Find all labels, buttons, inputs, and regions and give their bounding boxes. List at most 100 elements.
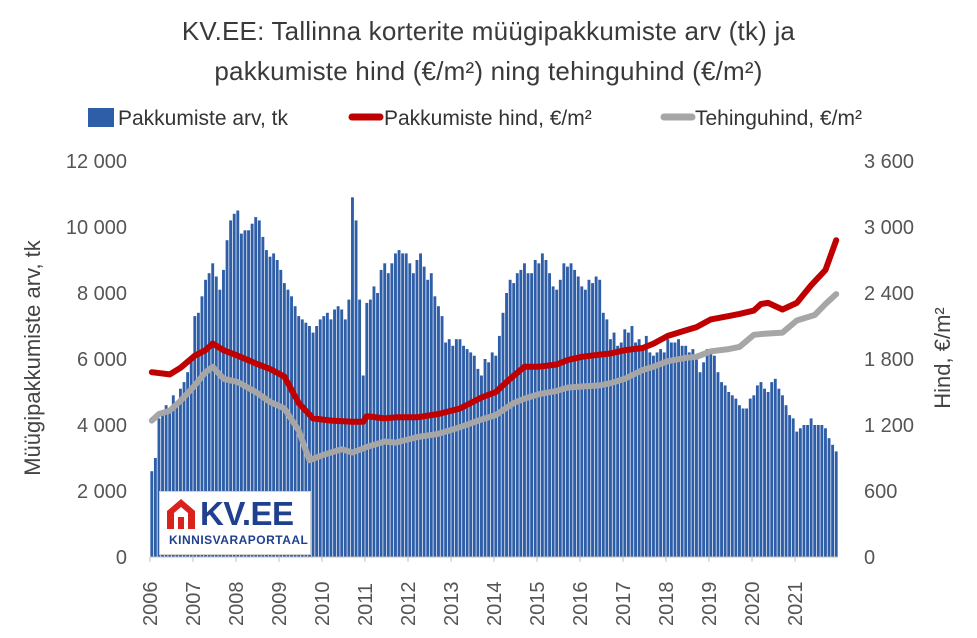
bar-76 — [422, 266, 426, 557]
bar-107 — [533, 260, 537, 557]
bar-43 — [304, 322, 308, 557]
legend-swatch-pakkumiste-arv — [88, 108, 114, 127]
bar-147 — [677, 339, 680, 557]
bar-140 — [652, 355, 655, 557]
bar-184 — [809, 418, 813, 557]
bar-7 — [175, 401, 179, 557]
bar-67 — [390, 263, 394, 557]
x-tick-label-5: 2011 — [355, 583, 377, 626]
bar-132 — [623, 329, 627, 557]
bar-32 — [265, 250, 268, 557]
bar-158 — [716, 372, 720, 557]
bar-11 — [189, 359, 193, 557]
bar-10 — [186, 372, 190, 557]
bar-135 — [634, 342, 637, 557]
right-tick-label-1: 600 — [864, 481, 897, 503]
left-tick-label-3: 6 000 — [77, 349, 127, 371]
bar-9 — [182, 382, 186, 557]
bar-93 — [483, 359, 487, 557]
bar-92 — [480, 375, 483, 557]
line-series — [148, 237, 840, 464]
bar-171 — [763, 388, 766, 557]
bar-49 — [325, 312, 329, 557]
bar-176 — [781, 395, 784, 557]
bar-75 — [419, 253, 422, 557]
bar-141 — [655, 352, 659, 557]
legend: Pakkumiste arv, tk Pakkumiste hind, €/m²… — [88, 107, 862, 130]
bar-21 — [225, 240, 229, 557]
bar-47 — [318, 319, 322, 557]
bar-69 — [397, 250, 401, 557]
bar-27 — [247, 230, 250, 558]
bar-169 — [755, 385, 759, 557]
bar-8 — [179, 388, 182, 557]
bar-186 — [816, 425, 820, 557]
bar-128 — [609, 339, 612, 557]
x-tick-label-11: 2017 — [613, 582, 635, 627]
right-tick-label-6: 3 600 — [864, 151, 914, 173]
bar-163 — [734, 398, 738, 557]
bar-39 — [290, 296, 293, 557]
bar-149 — [684, 345, 688, 557]
bar-105 — [526, 273, 530, 557]
bar-172 — [766, 392, 770, 557]
bar-84 — [451, 345, 455, 557]
bar-162 — [730, 395, 734, 557]
bar-60 — [365, 302, 369, 557]
legend-label-pakkumiste-hind: Pakkumiste hind, €/m² — [384, 107, 592, 130]
bar-109 — [540, 253, 544, 557]
bar-133 — [626, 332, 630, 557]
left-tick-label-4: 8 000 — [77, 283, 127, 305]
bar-159 — [720, 382, 723, 557]
bar-59 — [361, 375, 365, 557]
bar-23 — [232, 213, 236, 558]
bar-137 — [641, 345, 645, 557]
bar-189 — [827, 438, 831, 557]
bar-48 — [322, 316, 326, 557]
bar-85 — [454, 339, 458, 557]
x-tick-label-0: 2006 — [140, 582, 162, 627]
bar-17 — [211, 263, 215, 557]
bar-52 — [336, 306, 340, 557]
bar-86 — [458, 339, 462, 557]
bar-148 — [680, 345, 684, 557]
bar-180 — [795, 431, 799, 557]
bar-161 — [727, 392, 731, 557]
bar-108 — [537, 263, 541, 557]
bar-94 — [487, 362, 491, 557]
bar-16 — [207, 273, 211, 557]
right-tick-label-3: 1 800 — [864, 349, 914, 371]
right-axis-ticks: 0 600 1 200 1 800 2 400 3 000 3 600 — [864, 151, 914, 569]
bar-22 — [229, 220, 233, 557]
bar-119 — [576, 276, 580, 557]
bar-20 — [222, 269, 225, 557]
x-tick-label-12: 2018 — [656, 582, 678, 627]
bar-153 — [698, 372, 702, 557]
left-axis-label: Müügipakkumiste arv, tk — [20, 239, 45, 476]
bar-44 — [308, 326, 311, 557]
bar-97 — [497, 335, 501, 557]
bar-99 — [505, 293, 508, 557]
bar-175 — [777, 388, 781, 557]
bar-122 — [587, 279, 591, 557]
bar-190 — [831, 444, 835, 557]
bar-120 — [580, 286, 584, 557]
bar-103 — [519, 269, 523, 557]
bar-26 — [243, 230, 247, 558]
line-pakkumiste-hind — [148, 237, 840, 425]
bar-134 — [630, 326, 634, 557]
right-tick-label-5: 3 000 — [864, 217, 914, 239]
logo-text: KV.EE — [200, 495, 294, 532]
bar-183 — [806, 425, 809, 557]
x-tick-label-9: 2015 — [527, 582, 549, 627]
bar-79 — [433, 296, 437, 557]
logo-subtext: KINNISVARAPORTAAL — [169, 533, 309, 547]
bar-106 — [530, 273, 534, 557]
bar-5 — [168, 408, 172, 557]
x-tick-label-7: 2013 — [441, 582, 463, 627]
bar-156 — [709, 352, 713, 557]
bar-71 — [404, 253, 408, 557]
bar-151 — [691, 349, 695, 557]
bar-111 — [548, 273, 551, 557]
bar-102 — [515, 273, 519, 557]
